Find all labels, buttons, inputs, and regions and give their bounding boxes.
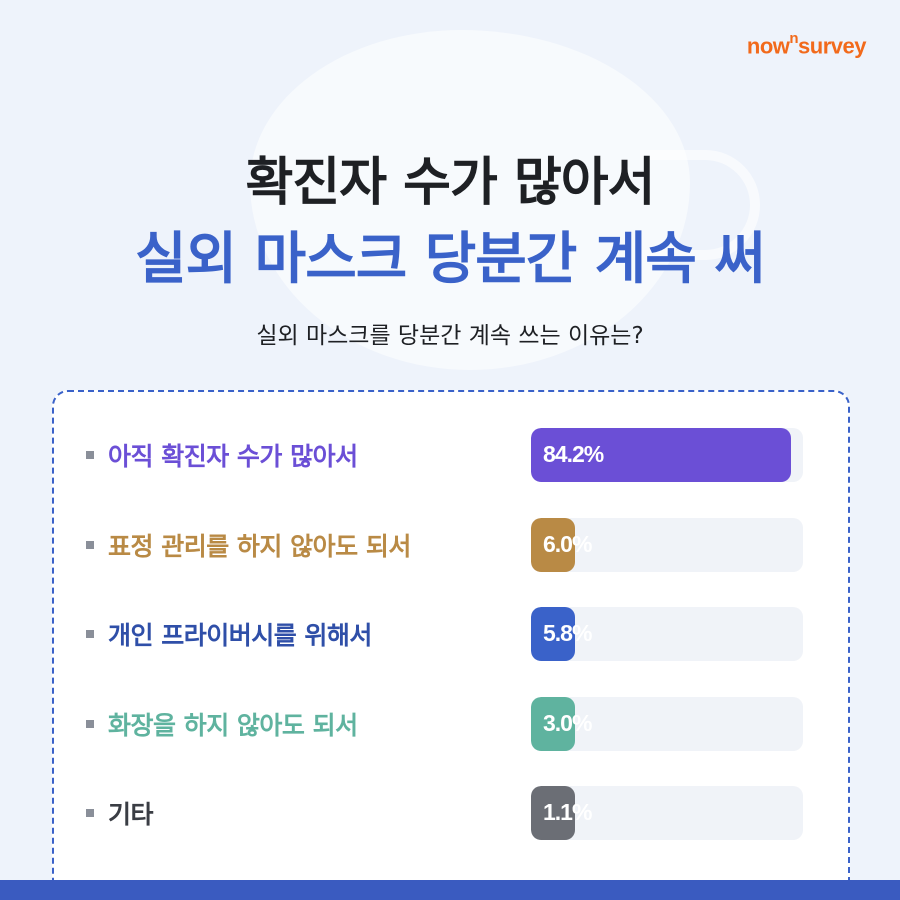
- value-label: 3.0%: [543, 710, 592, 736]
- bullet-icon: [86, 809, 94, 817]
- bar-row: 기타 1.1%: [86, 785, 806, 841]
- bullet-icon: [86, 451, 94, 459]
- category-text: 표정 관리를 하지 않아도 되서: [108, 532, 411, 561]
- bar-track: 84.2%: [531, 428, 803, 482]
- bar: [531, 697, 575, 751]
- category-label: 개인 프라이버시를 위해서: [86, 616, 372, 652]
- value-label: 1.1%: [543, 799, 592, 825]
- title-line-2: 실외 마스크 당분간 계속 써: [135, 227, 766, 292]
- bar: [531, 786, 575, 840]
- bar-row: 개인 프라이버시를 위해서 5.8%: [86, 606, 806, 662]
- category-label: 화장을 하지 않아도 되서: [86, 706, 358, 742]
- category-text: 화장을 하지 않아도 되서: [108, 711, 358, 740]
- value-label: 84.2%: [543, 441, 604, 467]
- category-text: 아직 확진자 수가 많아서: [108, 442, 358, 471]
- bar-track: 6.0%: [531, 518, 803, 572]
- bar-row: 화장을 하지 않아도 되서 3.0%: [86, 696, 806, 752]
- bullet-icon: [86, 541, 94, 549]
- category-label: 아직 확진자 수가 많아서: [86, 437, 358, 473]
- bullet-icon: [86, 720, 94, 728]
- category-text: 개인 프라이버시를 위해서: [108, 621, 372, 650]
- mask-background-shape: [250, 30, 690, 370]
- category-label: 기타: [86, 795, 154, 831]
- category-label: 표정 관리를 하지 않아도 되서: [86, 527, 411, 563]
- bottom-band: [0, 880, 900, 900]
- bar: [531, 428, 792, 482]
- value-label: 5.8%: [543, 620, 592, 646]
- bar: [531, 607, 575, 661]
- survey-question: 실외 마스크를 당분간 계속 쓰는 이유는?: [256, 323, 644, 349]
- bar: [531, 518, 575, 572]
- bar-row: 아직 확진자 수가 많아서 84.2%: [86, 427, 806, 483]
- bar-track: 5.8%: [531, 607, 803, 661]
- bar-row: 표정 관리를 하지 않아도 되서 6.0%: [86, 517, 806, 573]
- bar-track: 1.1%: [531, 786, 803, 840]
- bullet-icon: [86, 630, 94, 638]
- brand-logo: nownsurvey: [746, 30, 867, 59]
- bar-track: 3.0%: [531, 697, 803, 751]
- value-label: 6.0%: [543, 531, 592, 557]
- mask-strap-shape: [640, 150, 760, 260]
- category-text: 기타: [108, 800, 154, 829]
- title-line-1: 확진자 수가 많아서: [245, 153, 656, 213]
